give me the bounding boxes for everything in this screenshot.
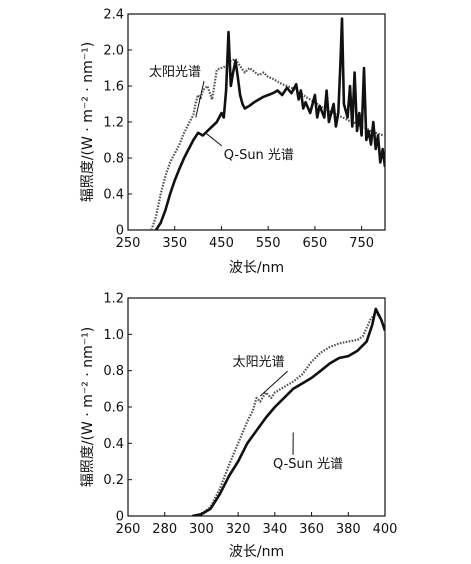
- y-tick-label: 1.0: [103, 328, 124, 343]
- y-tick-label: 2.0: [103, 44, 124, 59]
- series-line-qsun: [154, 17, 385, 230]
- y-axis-label: 辐照度/(W · m⁻² · nm⁻¹): [80, 327, 96, 487]
- x-axis-label: 波长/nm: [229, 544, 284, 560]
- y-tick-label: 0.4: [103, 188, 124, 203]
- y-tick-label: 0.4: [103, 437, 124, 452]
- y-tick-label: 1.2: [103, 292, 124, 307]
- series-label-qsun: Q-Sun 光谱: [273, 457, 343, 472]
- x-tick-label: 400: [373, 522, 398, 537]
- series-label-qsun: Q-Sun 光谱: [224, 148, 294, 163]
- series-line-solar: [195, 311, 385, 516]
- y-tick-label: 0.6: [103, 401, 124, 416]
- x-tick-label: 340: [262, 522, 287, 537]
- y-tick-label: 0.8: [103, 364, 124, 379]
- x-axis-label: 波长/nm: [229, 260, 284, 276]
- x-tick-label: 350: [162, 236, 187, 251]
- x-tick-label: 550: [256, 236, 281, 251]
- series-leader-line: [195, 80, 205, 118]
- series-line-qsun: [192, 307, 385, 516]
- x-tick-label: 260: [116, 522, 141, 537]
- y-tick-label: 1.2: [103, 116, 124, 131]
- series-label-solar: 太阳光谱: [149, 65, 201, 80]
- chart-bottom: 260 280 300 320 340 360 380 400 0 0.2 0.4 0.6 0.8 1.0…: [80, 292, 397, 561]
- y-tick-label: 0.8: [103, 152, 124, 167]
- plot-frame: [127, 297, 386, 517]
- x-tick-label: 650: [302, 236, 327, 251]
- x-tick-label: 320: [226, 522, 251, 537]
- plot-frame: [127, 13, 386, 231]
- x-tick-label: 300: [189, 522, 214, 537]
- series-leader-line: [259, 370, 288, 397]
- x-tick-label: 750: [349, 236, 374, 251]
- x-tick-label: 360: [299, 522, 324, 537]
- x-tick-label: 250: [116, 236, 141, 251]
- y-tick-label: 2.4: [103, 8, 124, 23]
- series-label-solar: 太阳光谱: [233, 355, 285, 370]
- x-tick-label: 280: [152, 522, 177, 537]
- y-tick-label: 0.2: [103, 473, 124, 488]
- y-tick-label: 1.6: [103, 80, 124, 95]
- x-tick-label: 380: [336, 522, 361, 537]
- y-axis-label: 辐照度/(W · m⁻² · nm⁻¹): [80, 42, 96, 202]
- chart-top: 250 350 450 550 650 750 0 0.4 0.8 1.2 1.6 2.0 2.4 波长/…: [80, 8, 386, 276]
- series-line-solar: [150, 57, 385, 230]
- x-tick-label: 450: [209, 236, 234, 251]
- series-leader-line: [206, 133, 223, 147]
- y-tick-label: 0: [116, 510, 124, 525]
- y-tick-label: 0: [116, 224, 124, 239]
